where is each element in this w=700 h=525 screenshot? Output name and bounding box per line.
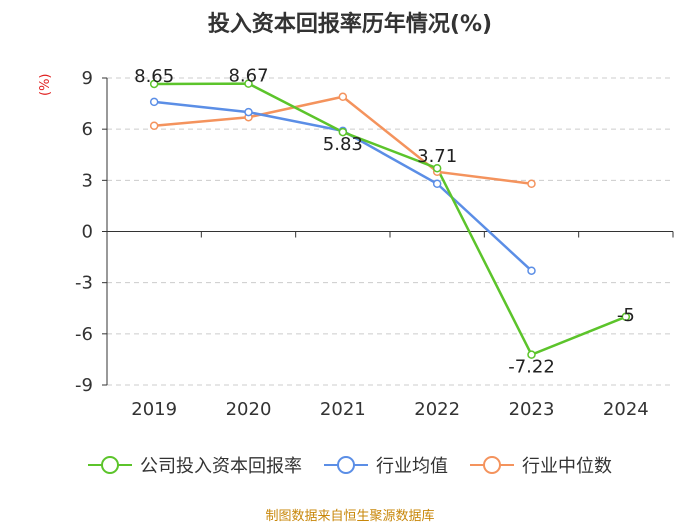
y-tick-label: -6 xyxy=(75,324,93,345)
y-tick-label: 3 xyxy=(82,170,93,191)
legend-label: 行业均值 xyxy=(376,456,448,477)
data-label: 8.67 xyxy=(228,66,268,87)
x-tick-label: 2021 xyxy=(320,399,366,420)
series-lines xyxy=(154,82,627,357)
series-point-0 xyxy=(149,79,159,89)
series-point-2 xyxy=(149,121,159,131)
x-tick-label: 2023 xyxy=(509,399,555,420)
series-points xyxy=(149,79,631,359)
x-tick-label: 2022 xyxy=(414,399,460,420)
x-tick-label: 2020 xyxy=(226,399,272,420)
legend-swatch-icon xyxy=(324,456,368,474)
series-point-0 xyxy=(338,127,348,137)
data-label: 5.83 xyxy=(323,134,363,155)
x-tick-label: 2019 xyxy=(131,399,177,420)
series-point-1 xyxy=(527,266,536,275)
legend-label: 行业中位数 xyxy=(522,456,612,477)
source-note: 制图数据来自恒生聚源数据库 xyxy=(265,509,435,524)
data-label: -7.22 xyxy=(508,357,555,378)
data-labels: 8.65 8.67 5.83 3.71 -7.22 -5 xyxy=(134,66,635,378)
x-tick-label: 2024 xyxy=(603,399,649,420)
grid-lines xyxy=(107,77,673,386)
tick-labels: 9 6 3 0 -3 -6 -9 2019 2020 2021 2022 2023 2024 xyxy=(75,68,649,420)
data-label: 8.65 xyxy=(134,66,174,87)
legend-item-0[interactable]: 公司投入资本回报率 xyxy=(88,452,302,478)
legend-item-1[interactable]: 行业均值 xyxy=(324,452,448,478)
series-point-0 xyxy=(432,163,442,173)
legend-item-2[interactable]: 行业中位数 xyxy=(470,452,612,478)
axes xyxy=(102,77,674,386)
series-point-2 xyxy=(338,92,348,102)
series-line-0 xyxy=(154,82,627,357)
series-point-0 xyxy=(527,350,536,359)
series-point-2 xyxy=(527,179,536,188)
series-point-1 xyxy=(244,107,253,117)
legend-swatch-icon xyxy=(88,456,132,474)
series-point-1 xyxy=(149,97,159,107)
chart-title: 投入资本回报率历年情况(%) xyxy=(207,12,493,37)
y-tick-label: 9 xyxy=(82,68,93,89)
series-point-1 xyxy=(432,179,442,188)
legend-label: 公司投入资本回报率 xyxy=(140,456,302,477)
y-tick-label: -3 xyxy=(75,273,93,294)
series-point-0 xyxy=(621,312,631,322)
data-label: -5 xyxy=(617,305,635,326)
series-point-0 xyxy=(244,79,253,88)
y-tick-label: 0 xyxy=(82,222,93,243)
legend-swatch-icon xyxy=(470,456,514,474)
y-tick-label: -9 xyxy=(75,375,93,396)
legend: 公司投入资本回报率 行业均值 行业中位数 xyxy=(0,452,700,478)
data-label: 3.71 xyxy=(417,146,457,167)
y-tick-label: 6 xyxy=(82,119,93,140)
